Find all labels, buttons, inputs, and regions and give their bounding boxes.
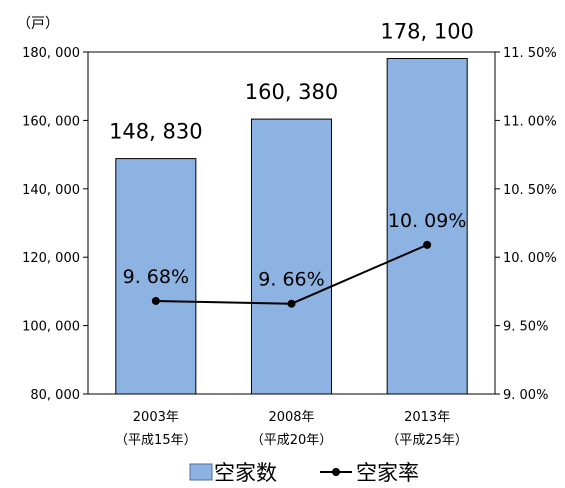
left-axis: 80, 000 100, 000 120, 000 140, 000 160, 000 1… — [22, 46, 88, 403]
right-axis-tick-label: 10. 00% — [503, 251, 557, 266]
x-axis-tick-sublabel: （平成20年） — [251, 433, 333, 448]
right-axis-tick-label: 10. 50% — [503, 183, 557, 198]
x-axis: 2003年 （平成15年） 2008年 （平成20年） 2013年 （平成25年） — [115, 410, 468, 448]
left-axis-tick-label: 140, 000 — [22, 183, 80, 198]
right-axis-tick-label: 11. 50% — [503, 46, 557, 61]
bar-value-label: 160, 380 — [245, 80, 339, 104]
left-axis-tick-label: 100, 000 — [22, 320, 80, 335]
bar-value-label: 178, 100 — [380, 19, 474, 43]
line-point — [287, 299, 296, 308]
left-axis-tick-label: 120, 000 — [22, 251, 80, 266]
legend-bar-label: 空家数 — [214, 461, 277, 485]
right-axis-tick-label: 11. 00% — [503, 114, 557, 129]
line-point — [151, 296, 160, 305]
legend: 空家数 空家率 — [189, 461, 419, 485]
legend-line-label: 空家率 — [356, 461, 419, 485]
line-series: 9. 68% 9. 66% 10. 09% — [123, 210, 467, 308]
x-axis-tick-label: 2003年 — [133, 410, 179, 425]
x-axis-tick-sublabel: （平成15年） — [115, 433, 197, 448]
right-axis: 9. 00% 9. 50% 10. 00% 10. 50% 11. 00% 11. 50% — [495, 46, 557, 403]
legend-line-marker — [332, 468, 340, 476]
y-axis-unit: （戸） — [17, 16, 59, 32]
bar-series: 148, 830 160, 380 178, 100 — [109, 19, 474, 395]
bar — [386, 57, 468, 395]
bar — [115, 158, 197, 395]
left-axis-tick-label: 180, 000 — [22, 46, 80, 61]
line-value-label: 9. 66% — [258, 269, 324, 291]
left-axis-tick-label: 80, 000 — [30, 388, 80, 403]
line-point — [423, 240, 432, 249]
bar-value-label: 148, 830 — [109, 120, 203, 144]
line-value-label: 9. 68% — [123, 266, 189, 288]
right-axis-tick-label: 9. 00% — [503, 388, 548, 403]
right-axis-tick-label: 9. 50% — [503, 320, 548, 335]
x-axis-tick-label: 2013年 — [404, 410, 450, 425]
x-axis-tick-sublabel: （平成25年） — [386, 433, 468, 448]
x-axis-tick-label: 2008年 — [268, 410, 314, 425]
legend-bar-swatch — [189, 463, 213, 481]
line-value-label: 10. 09% — [388, 210, 467, 232]
bar — [250, 118, 333, 395]
left-axis-tick-label: 160, 000 — [22, 114, 80, 129]
